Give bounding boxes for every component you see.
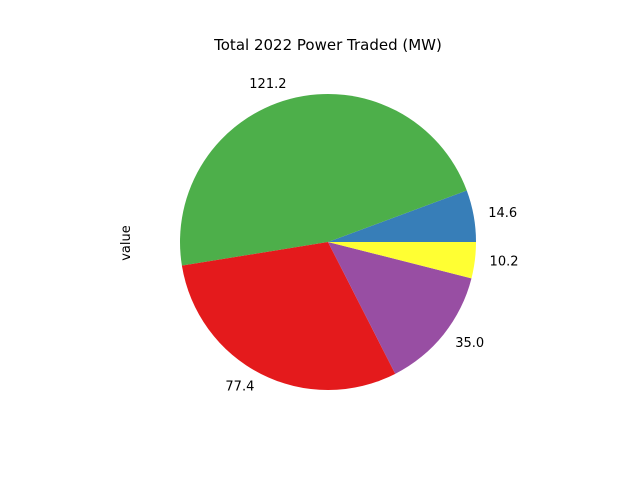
y-axis-label: value	[119, 225, 134, 261]
pie-slice-3	[328, 242, 472, 374]
pie-slice-4	[328, 242, 476, 279]
pie-slice-label-4: 10.2	[490, 255, 519, 270]
pie-slice-0	[328, 190, 476, 242]
chart-title: Total 2022 Power Traded (MW)	[213, 36, 442, 54]
pie-slice-label-2: 77.4	[225, 380, 254, 395]
pie-slice-label-0: 14.6	[488, 206, 517, 221]
pie-slice-1	[180, 94, 467, 266]
pie-slice-2	[181, 242, 396, 391]
pie-slice-label-1: 121.2	[249, 77, 286, 92]
pie-slice-label-3: 35.0	[455, 336, 484, 351]
pie-labels: 14.6 121.2 77.4 35.0 10.2	[225, 77, 518, 395]
pie-slices	[180, 94, 476, 391]
